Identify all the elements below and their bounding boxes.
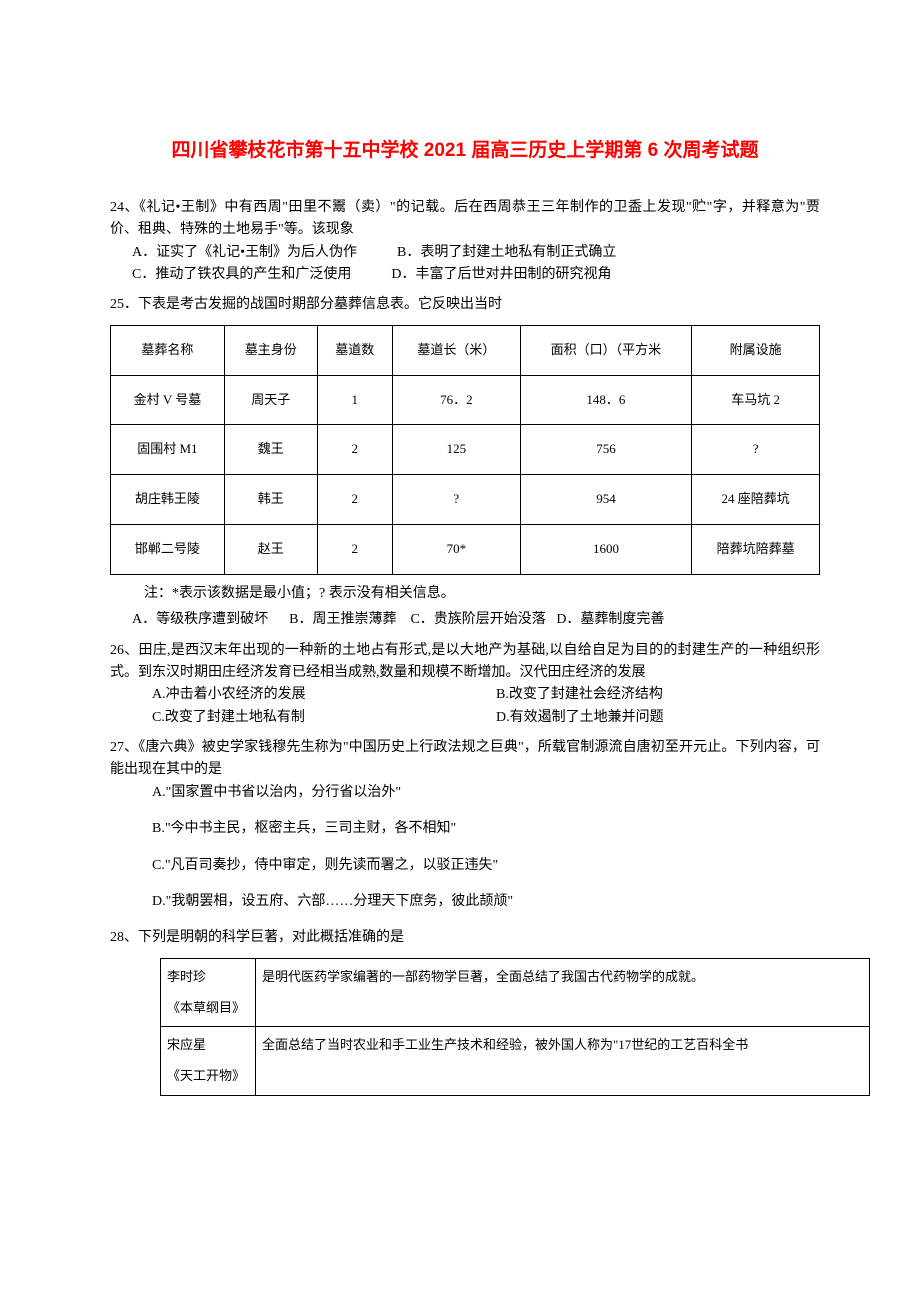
table-cell: 1 — [317, 375, 392, 425]
table-header: 墓葬名称 — [111, 325, 225, 375]
q24-opt-d: D．丰富了后世对井田制的研究视角 — [391, 264, 611, 286]
table-cell: 125 — [392, 425, 520, 475]
table-cell: 2 — [317, 475, 392, 525]
table-header: 墓道长（米） — [392, 325, 520, 375]
table-cell: ? — [392, 475, 520, 525]
table-cell: 邯郸二号陵 — [111, 524, 225, 574]
table-cell: 宋应星 — [167, 1035, 249, 1056]
table-cell: 148．6 — [520, 375, 691, 425]
q25-opt-b: B．周王推崇薄葬 — [289, 612, 396, 627]
question-27: 27、《唐六典》被史学家钱穆先生称为"中国历史上行政法规之巨典"，所载官制源流自… — [110, 737, 820, 913]
q27-opt-d: D."我朝罢相，设五府、六部……分理天下庶务，彼此颉颃" — [152, 891, 820, 913]
table-cell: 756 — [520, 425, 691, 475]
q24-opt-c: C．推动了铁农具的产生和广泛使用 — [132, 264, 351, 286]
q25-opt-c: C．贵族阶层开始没落 — [410, 612, 545, 627]
table-cell: 胡庄韩王陵 — [111, 475, 225, 525]
table-cell: 是明代医药学家编著的一部药物学巨著，全面总结了我国古代药物学的成就。 — [256, 958, 870, 1027]
question-24: 24、《礼记•王制》中有西周"田里不鬻（卖）"的记载。后在西周恭王三年制作的卫盉… — [110, 197, 820, 287]
table-cell: 陪葬坑陪葬墓 — [692, 524, 820, 574]
q26-text: 26、田庄,是西汉末年出现的一种新的土地占有形式,是以大地产为基础,以自给自足为… — [110, 640, 820, 685]
table-header: 墓道数 — [317, 325, 392, 375]
table-cell: 车马坑 2 — [692, 375, 820, 425]
q24-opt-a: A．证实了《礼记•王制》为后人伪作 — [132, 242, 357, 264]
table-cell: 李时珍 — [167, 967, 249, 988]
table-row: 金村 V 号墓 周天子 1 76．2 148．6 车马坑 2 — [111, 375, 820, 425]
q25-opt-a: A．等级秩序遭到破坏 — [132, 612, 268, 627]
q26-opt-b: B.改变了封建社会经济结构 — [496, 684, 820, 706]
q26-opt-c: C.改变了封建土地私有制 — [152, 707, 476, 729]
table-header: 附属设施 — [692, 325, 820, 375]
table-cell: 70* — [392, 524, 520, 574]
table-row: 邯郸二号陵 赵王 2 70* 1600 陪葬坑陪葬墓 — [111, 524, 820, 574]
table-row: 胡庄韩王陵 韩王 2 ? 954 24 座陪葬坑 — [111, 475, 820, 525]
q27-text: 27、《唐六典》被史学家钱穆先生称为"中国历史上行政法规之巨典"，所载官制源流自… — [110, 737, 820, 782]
table-cell: 《本草纲目》 — [167, 998, 249, 1019]
table-cell: 韩王 — [224, 475, 317, 525]
table-cell: 《天工开物》 — [167, 1066, 249, 1087]
table-cell: 76．2 — [392, 375, 520, 425]
table-cell: 2 — [317, 524, 392, 574]
q24-options-line1: A．证实了《礼记•王制》为后人伪作 B．表明了封建土地私有制正式确立 — [132, 242, 820, 264]
question-25: 25．下表是考古发掘的战国时期部分墓葬信息表。它反映出当时 墓葬名称 墓主身份 … — [110, 294, 820, 631]
q28-table: 李时珍 《本草纲目》 是明代医药学家编著的一部药物学巨著，全面总结了我国古代药物… — [160, 958, 870, 1096]
q25-table: 墓葬名称 墓主身份 墓道数 墓道长（米） 面积（口）（平方米 附属设施 金村 V… — [110, 325, 820, 575]
q25-options: A．等级秩序遭到破坏 B．周王推崇薄葬 C．贵族阶层开始没落 D．墓葬制度完善 — [132, 609, 820, 631]
table-cell: ? — [692, 425, 820, 475]
table-row: 墓葬名称 墓主身份 墓道数 墓道长（米） 面积（口）（平方米 附属设施 — [111, 325, 820, 375]
q24-opt-b: B．表明了封建土地私有制正式确立 — [397, 242, 616, 264]
q26-options: A.冲击着小农经济的发展 B.改变了封建社会经济结构 C.改变了封建土地私有制 … — [152, 684, 820, 729]
table-cell: 24 座陪葬坑 — [692, 475, 820, 525]
q26-opt-a: A.冲击着小农经济的发展 — [152, 684, 476, 706]
table-cell: 固围村 M1 — [111, 425, 225, 475]
table-cell: 全面总结了当时农业和手工业生产技术和经验，被外国人称为"17世纪的工艺百科全书 — [256, 1027, 870, 1096]
table-header: 墓主身份 — [224, 325, 317, 375]
table-cell: 1600 — [520, 524, 691, 574]
table-row: 固围村 M1 魏王 2 125 756 ? — [111, 425, 820, 475]
page-title: 四川省攀枝花市第十五中学校 2021 届高三历史上学期第 6 次周考试题 — [110, 130, 820, 172]
table-cell: 赵王 — [224, 524, 317, 574]
q25-text: 25．下表是考古发掘的战国时期部分墓葬信息表。它反映出当时 — [110, 294, 820, 316]
q24-options-line2: C．推动了铁农具的产生和广泛使用 D．丰富了后世对井田制的研究视角 — [132, 264, 820, 286]
table-cell: 周天子 — [224, 375, 317, 425]
table-cell: 954 — [520, 475, 691, 525]
table-cell: 2 — [317, 425, 392, 475]
q27-opt-c: C."凡百司奏抄，侍中审定，则先读而署之，以驳正违失" — [152, 855, 820, 877]
q27-opt-b: B."今中书主民，枢密主兵，三司主财，各不相知" — [152, 818, 820, 840]
q27-options: A."国家置中书省以治内，分行省以治外" B."今中书主民，枢密主兵，三司主财，… — [152, 782, 820, 914]
table-cell: 魏王 — [224, 425, 317, 475]
table-header: 面积（口）（平方米 — [520, 325, 691, 375]
table-cell: 金村 V 号墓 — [111, 375, 225, 425]
q24-text: 24、《礼记•王制》中有西周"田里不鬻（卖）"的记载。后在西周恭王三年制作的卫盉… — [110, 197, 820, 242]
question-26: 26、田庄,是西汉末年出现的一种新的土地占有形式,是以大地产为基础,以自给自足为… — [110, 640, 820, 730]
q27-opt-a: A."国家置中书省以治内，分行省以治外" — [152, 782, 820, 804]
q25-note: 注：*表示该数据是最小值；? 表示没有相关信息。 — [144, 583, 820, 605]
q28-text: 28、下列是明朝的科学巨著，对此概括准确的是 — [110, 927, 820, 949]
q26-opt-d: D.有效遏制了土地兼并问题 — [496, 707, 820, 729]
question-28: 28、下列是明朝的科学巨著，对此概括准确的是 李时珍 《本草纲目》 是明代医药学… — [110, 927, 820, 1096]
q25-opt-d: D．墓葬制度完善 — [556, 612, 664, 627]
